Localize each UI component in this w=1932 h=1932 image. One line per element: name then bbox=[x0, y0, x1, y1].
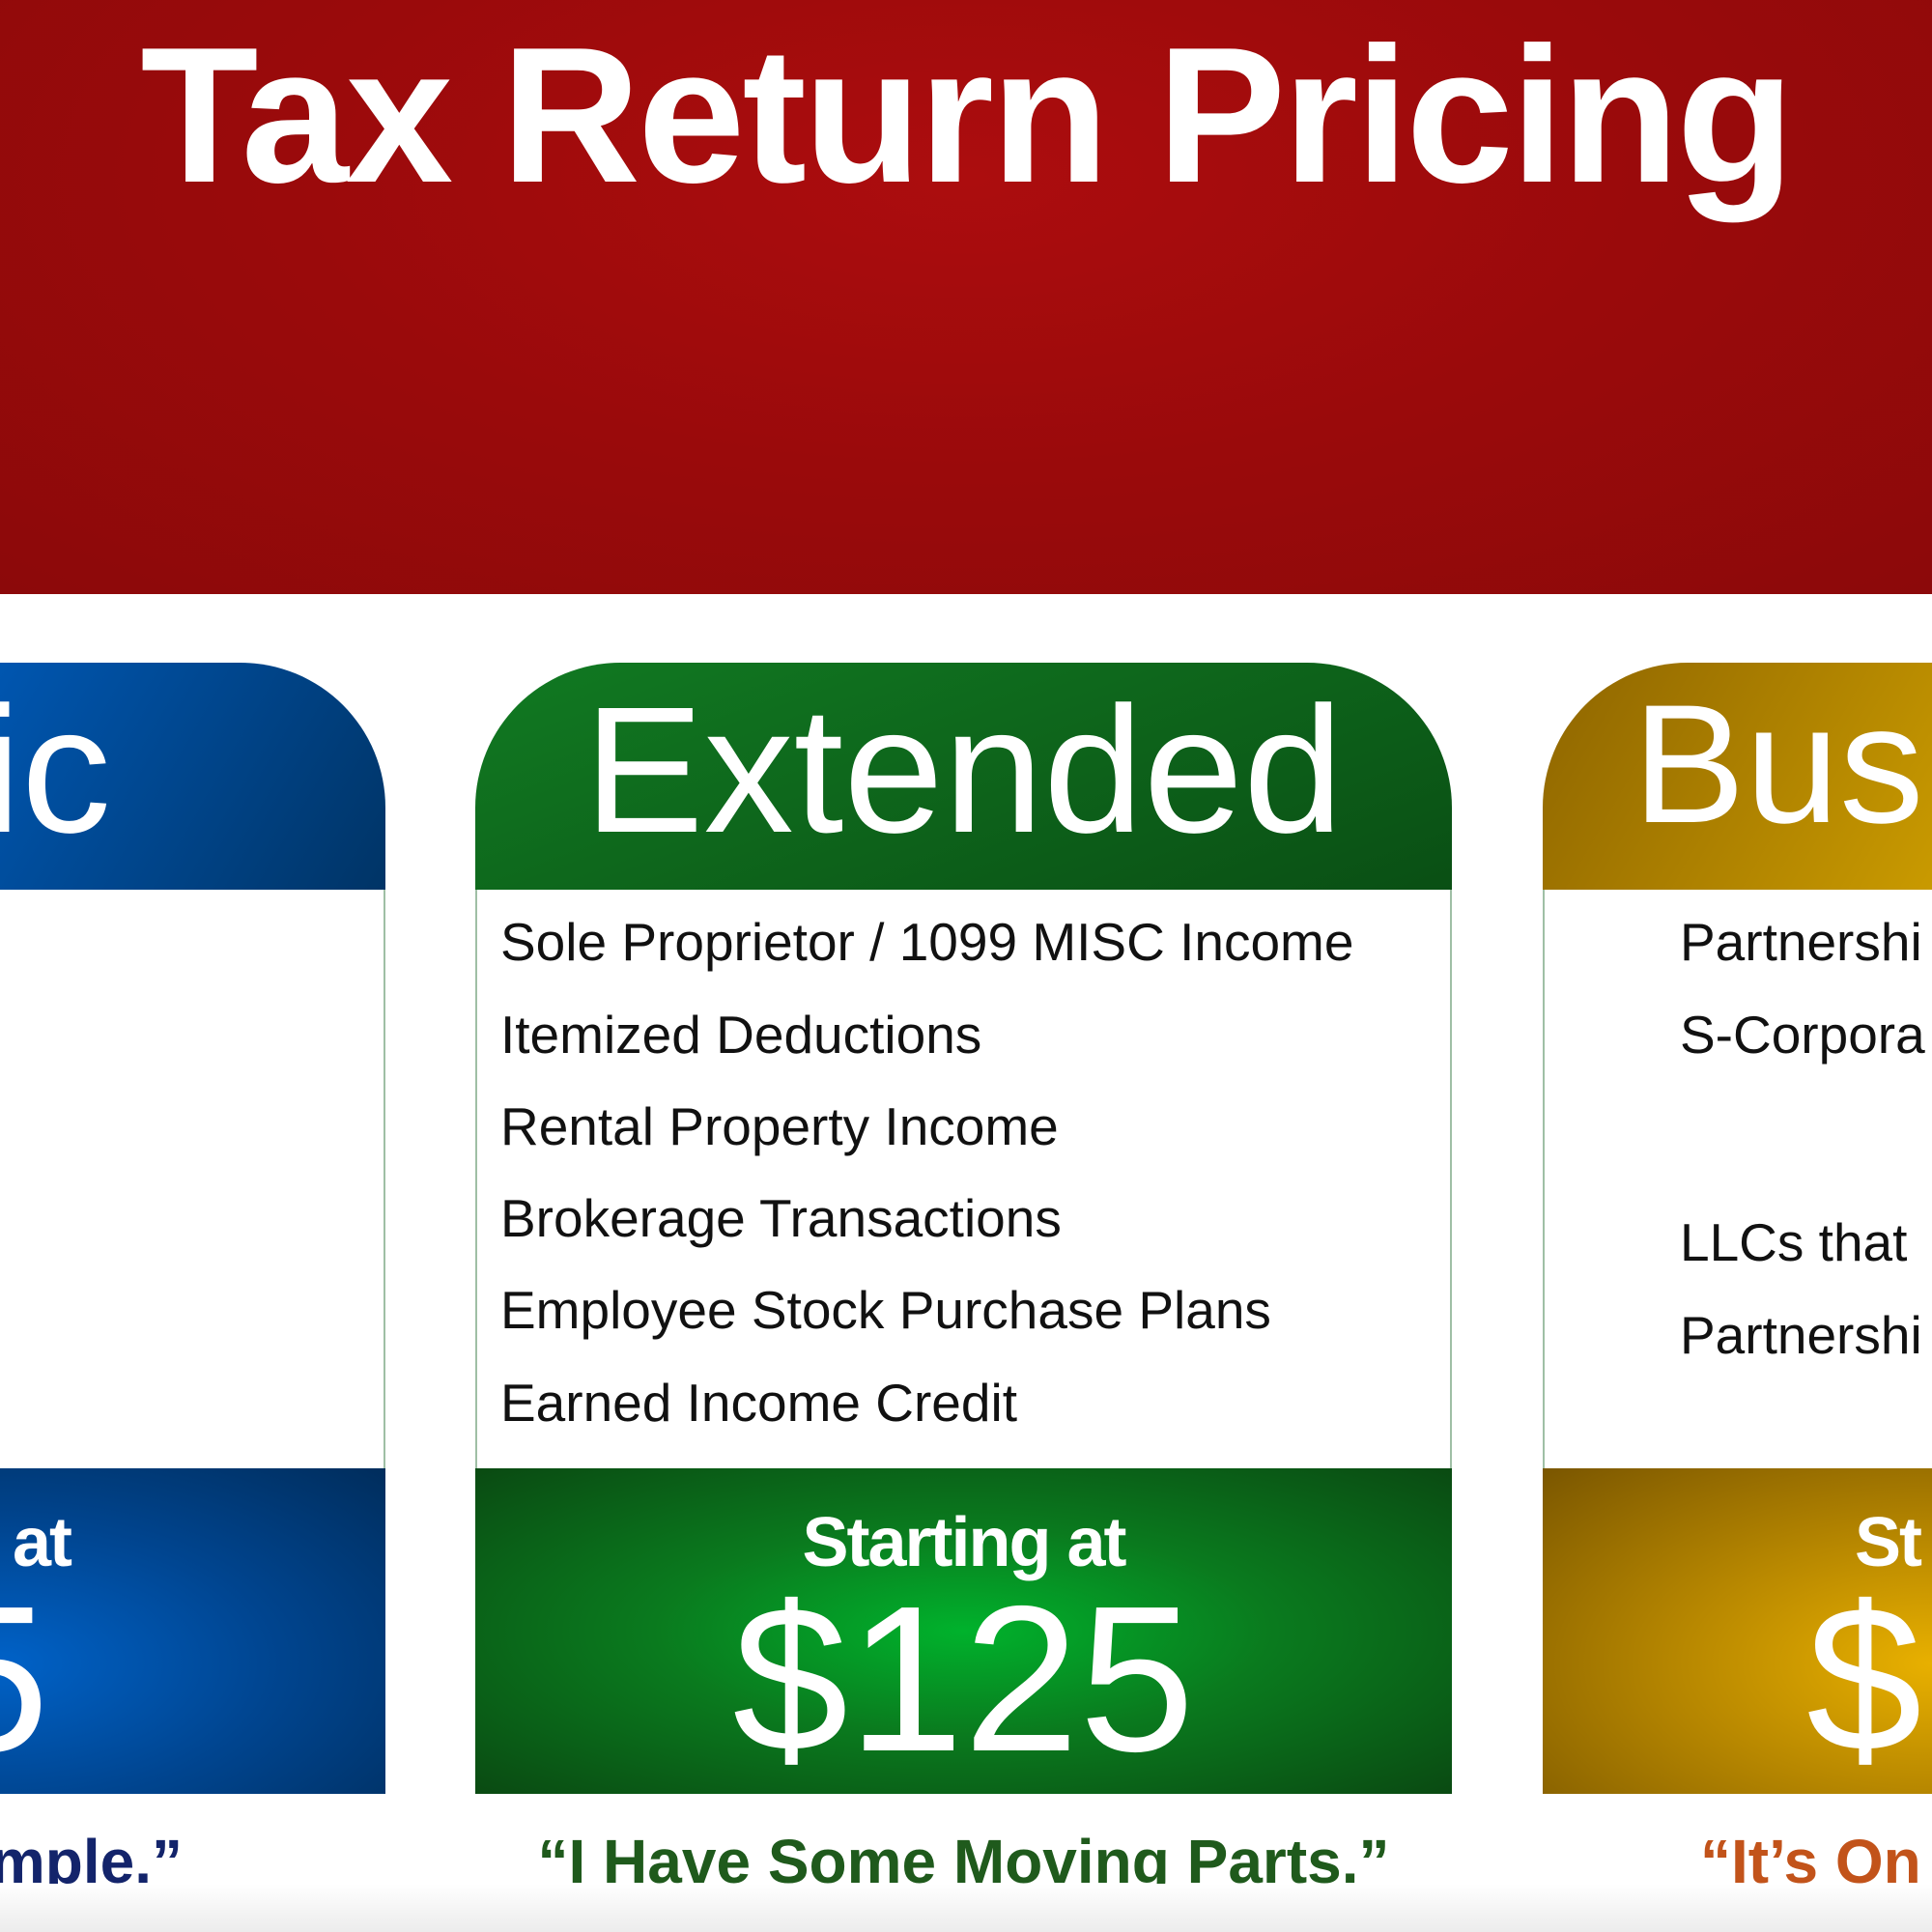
card-title: Bus bbox=[1633, 670, 1924, 859]
card-title: ic bbox=[0, 670, 111, 870]
card-price-panel: Starting at $125 bbox=[475, 1468, 1452, 1794]
feature-item: Itemized Deductions bbox=[500, 1005, 982, 1065]
feature-item: Partnershi bbox=[1680, 912, 1922, 972]
card-features bbox=[0, 890, 385, 1468]
card-features: Partnershi S-Corpora LLCs that Partnersh… bbox=[1543, 890, 1932, 1468]
starting-at-label: St bbox=[1855, 1504, 1922, 1581]
feature-item: LLCs that bbox=[1680, 1212, 1908, 1272]
feature-item: Brokerage Transactions bbox=[500, 1188, 1062, 1248]
feature-item: Sole Proprietor / 1099 MISC Income bbox=[500, 912, 1354, 972]
pricing-card-basic[interactable]: ic at 5 bbox=[0, 663, 385, 1794]
card-price-panel: St $ bbox=[1543, 1468, 1932, 1794]
card-price-panel: at 5 bbox=[0, 1468, 385, 1794]
pricing-card-extended[interactable]: Extended Sole Proprietor / 1099 MISC Inc… bbox=[475, 663, 1452, 1794]
page-title: Tax Return Pricing bbox=[140, 8, 1794, 223]
feature-item: Rental Property Income bbox=[500, 1096, 1059, 1156]
feature-item: Employee Stock Purchase Plans bbox=[500, 1280, 1271, 1340]
card-features: Sole Proprietor / 1099 MISC Income Itemi… bbox=[475, 890, 1452, 1468]
feature-item: Partnershi bbox=[1680, 1305, 1922, 1365]
starting-at-label: at bbox=[12, 1504, 72, 1581]
header-banner: Tax Return Pricing bbox=[0, 0, 1932, 594]
card-header: Extended bbox=[475, 663, 1452, 890]
starting-at-label: Starting at bbox=[802, 1504, 1126, 1581]
card-title: Extended bbox=[583, 670, 1344, 870]
feature-item: S-Corpora bbox=[1680, 1005, 1925, 1065]
pricing-card-business[interactable]: Bus Partnershi S-Corpora LLCs that Partn… bbox=[1543, 663, 1932, 1794]
card-header: ic bbox=[0, 663, 385, 890]
price: $125 bbox=[732, 1562, 1195, 1795]
card-header: Bus bbox=[1543, 663, 1932, 890]
feature-item: Earned Income Credit bbox=[500, 1373, 1017, 1433]
price: 5 bbox=[0, 1564, 49, 1794]
bottom-shadow bbox=[0, 1884, 1932, 1932]
price: $ bbox=[1806, 1562, 1922, 1795]
